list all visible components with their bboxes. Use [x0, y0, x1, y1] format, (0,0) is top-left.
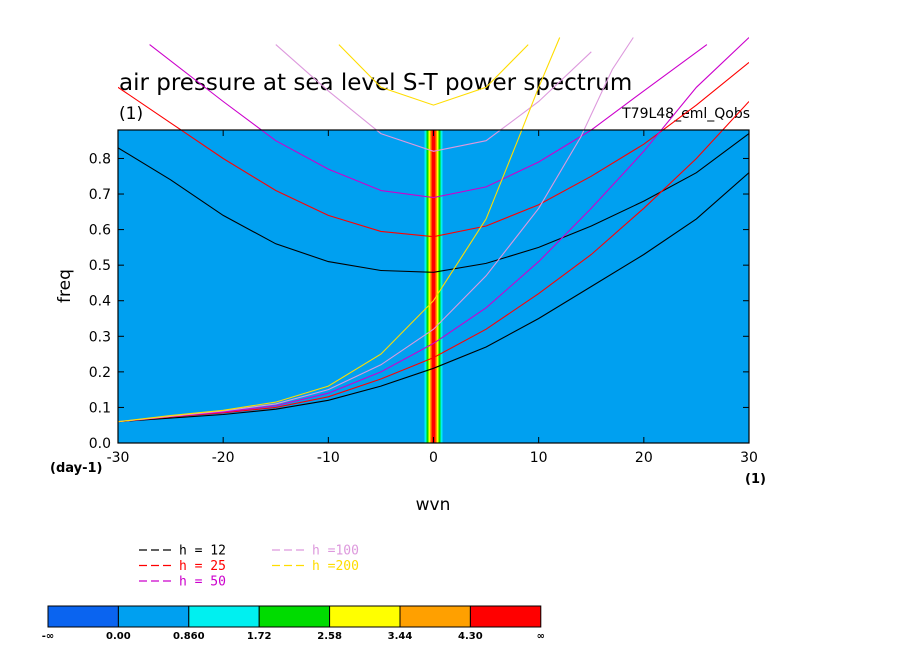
curve-rossby-3 [275, 44, 592, 152]
curve-kelvin-1 [118, 101, 749, 423]
y-tick-label: 0.8 [89, 151, 111, 167]
y-tick-label: 0.7 [89, 187, 111, 203]
chart-title: air pressure at sea level S-T power spec… [119, 70, 632, 96]
run-label: T79L48_eml_Qobs [621, 106, 750, 122]
curve-rossby-2 [149, 44, 708, 199]
legend-label: h =200 [312, 559, 359, 574]
colorbar-swatch [47, 605, 119, 628]
curve-kelvin-3 [118, 37, 634, 423]
y-unit-label: (day-1) [50, 461, 102, 476]
x-tick-label: -20 [212, 450, 235, 466]
curve-kelvin-4 [118, 37, 561, 423]
y-tick-label: 0.4 [89, 294, 111, 310]
colorbar-label: 3.44 [388, 631, 413, 642]
x-tick-label: 10 [530, 450, 548, 466]
colorbar-swatch [188, 605, 260, 628]
y-axis-ticks: 0.0 0.1 0.2 0.3 0.4 0.5 0.6 0.7 0.8 [89, 151, 749, 452]
curve-rossby-0 [118, 133, 749, 273]
dispersion-curves [118, 37, 749, 423]
y-tick-label: 0.0 [89, 436, 111, 452]
colorbar-label: 0.00 [106, 631, 131, 642]
colorbar-label: 4.30 [458, 631, 483, 642]
x-tick-label: -30 [107, 450, 130, 466]
curve-rossby-1 [118, 61, 749, 238]
curve-kelvin-2 [118, 37, 749, 423]
colorbar-swatch [329, 605, 401, 628]
colorbar-label: ∞ [537, 631, 545, 642]
colorbar-label: -∞ [42, 631, 54, 642]
curve-rossby-4 [338, 44, 529, 106]
colorbar: -∞ 0.00 0.860 1.72 2.58 3.44 4.30 ∞ [42, 605, 545, 642]
curve-kelvin-0 [118, 172, 749, 423]
colorbar-swatch [258, 605, 331, 628]
y-tick-label: 0.3 [89, 329, 111, 345]
colorbar-label: 2.58 [317, 631, 342, 642]
legend-label: h =100 [312, 544, 359, 559]
x-axis-label: wvn [416, 495, 451, 515]
x-tick-label: 20 [635, 450, 653, 466]
x-axis-ticks: -30 -20 -10 0 10 20 30 [107, 130, 758, 466]
y-tick-label: 0.5 [89, 258, 111, 274]
x-unit-label: (1) [745, 472, 766, 487]
spectrum-band-4 [431, 130, 436, 443]
x-tick-label: 30 [740, 450, 758, 466]
spectrum-field [424, 130, 443, 443]
colorbar-swatch [117, 605, 190, 628]
y-tick-label: 0.6 [89, 223, 111, 239]
x-tick-label: 0 [429, 450, 438, 466]
colorbar-label: 0.860 [173, 631, 205, 642]
legend-label: h = 25 [179, 559, 226, 574]
y-axis-label: freq [55, 269, 75, 303]
y-tick-label: 0.2 [89, 365, 111, 381]
y-tick-label: 0.1 [89, 400, 111, 416]
legend-label: h = 12 [179, 544, 226, 559]
chart-subtitle: (1) [119, 104, 143, 124]
colorbar-label: 1.72 [247, 631, 272, 642]
legend-label: h = 50 [179, 575, 226, 590]
colorbar-swatch [469, 605, 542, 628]
x-tick-label: -10 [317, 450, 340, 466]
colorbar-swatch [399, 605, 471, 628]
